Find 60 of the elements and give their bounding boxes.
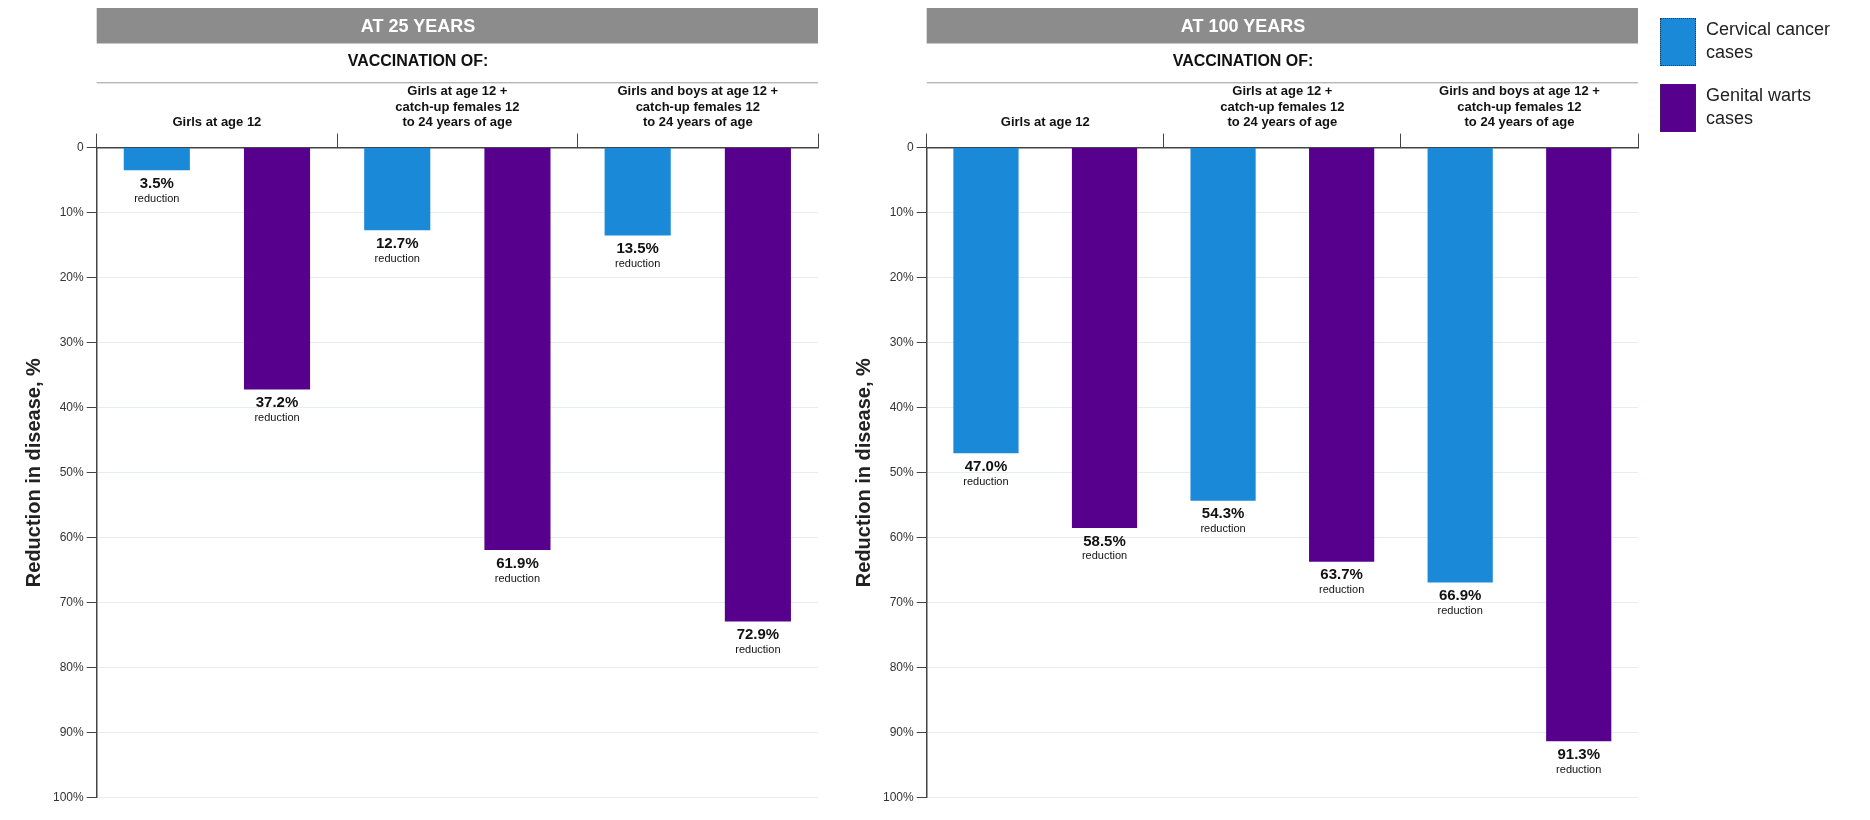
y-tick-label: 60%: [889, 530, 915, 545]
bar: [604, 148, 671, 236]
x-tick-label: Girls at age 12: [1000, 114, 1090, 130]
x-tick-label: Girls and boys at age 12 + catch-up females 12 to 24 years of age: [1439, 83, 1601, 130]
y-tick-label: 30%: [889, 334, 915, 349]
x-tick-label: Girls at age 12: [172, 114, 262, 130]
chart-subtitle: VACCINATION OF:: [347, 51, 489, 69]
bar: [484, 148, 551, 551]
y-tick-label: 10%: [889, 204, 915, 219]
bar: [1309, 148, 1375, 562]
bar: [953, 148, 1019, 454]
x-tick-label: Girls at age 12 + catch-up females 12 to 24 years of age: [1220, 83, 1345, 130]
y-axis-title: Reduction in disease, %: [851, 358, 874, 588]
x-tick-label: Girls at age 12 + catch-up females 12 to 24 years of age: [395, 83, 520, 130]
bar: [1546, 148, 1612, 742]
y-tick-label: 30%: [59, 334, 85, 349]
text: Cervical cancer cases: [1706, 18, 1832, 64]
y-tick-label: 60%: [59, 530, 85, 545]
y-tick-label: 80%: [59, 660, 85, 675]
data-label: 13.5% reduction: [615, 239, 661, 269]
x-tick-label: Girls and boys at age 12 + catch-up females 12 to 24 years of age: [617, 83, 779, 130]
bar: [1427, 148, 1493, 583]
data-label: 72.9% reduction: [735, 625, 781, 656]
y-tick-label: 50%: [59, 465, 85, 480]
data-label: 91.3% reduction: [1556, 744, 1602, 775]
chart-title: AT 25 YEARS: [360, 15, 476, 36]
data-label: 12.7% reduction: [374, 233, 420, 264]
y-tick-label: 10%: [59, 204, 85, 219]
data-label: 66.9% reduction: [1437, 586, 1483, 617]
bar: [243, 148, 311, 390]
data-label: 54.3% reduction: [1200, 504, 1246, 535]
bar: [123, 148, 190, 171]
bar: [1071, 148, 1138, 528]
y-tick-label: 100%: [52, 790, 85, 805]
y-tick-label: 90%: [59, 725, 85, 740]
chart-subtitle: VACCINATION OF:: [1172, 51, 1314, 69]
data-label: 47.0% reduction: [963, 456, 1009, 487]
y-tick-label: 20%: [59, 269, 85, 284]
data-label: 58.5% reduction: [1081, 531, 1128, 562]
data-label: 63.7% reduction: [1318, 565, 1365, 596]
text: Genital warts cases: [1706, 84, 1813, 130]
y-tick-label: 70%: [889, 595, 915, 610]
data-label: 61.9% reduction: [494, 553, 541, 584]
y-tick-label: 100%: [882, 790, 915, 805]
y-tick-label: 80%: [889, 660, 915, 675]
y-tick-label: 40%: [59, 399, 85, 414]
data-label: 3.5% reduction: [134, 174, 180, 204]
y-tick-label: 90%: [889, 725, 915, 740]
chart-title: AT 100 YEARS: [1180, 15, 1306, 36]
y-tick-label: 0: [907, 139, 914, 154]
bar: [364, 148, 431, 231]
data-label: 37.2% reduction: [254, 393, 300, 424]
y-tick-label: 20%: [889, 269, 915, 284]
y-tick-label: 50%: [889, 465, 915, 480]
y-axis-title: Reduction in disease, %: [21, 358, 44, 588]
bar: [1190, 148, 1256, 501]
y-tick-label: 0: [77, 139, 84, 154]
y-tick-label: 40%: [889, 399, 915, 414]
bar: [724, 148, 791, 622]
y-tick-label: 70%: [59, 595, 85, 610]
